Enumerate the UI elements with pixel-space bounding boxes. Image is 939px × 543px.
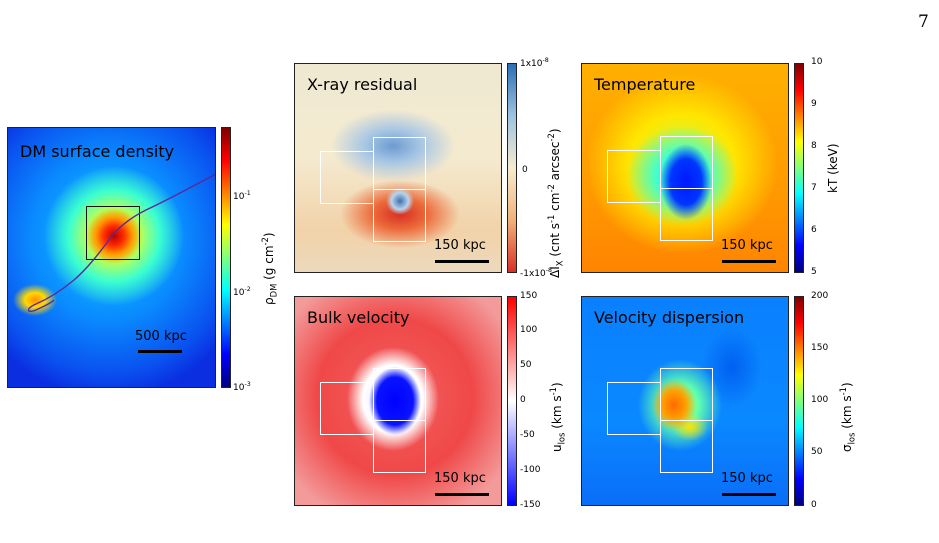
bulk-tick: -50 <box>520 430 535 440</box>
xray-tick: 1x10-8 <box>520 57 549 69</box>
temp-tick: 9 <box>811 99 817 109</box>
bulk-region-left <box>320 382 374 435</box>
temp-tick: 7 <box>811 183 817 193</box>
disp-scale-label: 150 kpc <box>721 471 773 486</box>
dm-tick: 10-3 <box>233 381 251 393</box>
xray-scale-bar <box>435 260 489 263</box>
bulk-tick: 150 <box>520 291 538 301</box>
bulk-tick: -100 <box>520 465 541 475</box>
temp-scale-bar <box>722 260 776 263</box>
dm-scale-label: 500 kpc <box>135 329 187 344</box>
dm-scale-bar <box>138 350 182 353</box>
temp-region-lower <box>660 188 713 241</box>
bulk-tick: 0 <box>520 395 526 405</box>
xray-residual-map: X-ray residual 150 kpc <box>294 63 502 273</box>
temp-region-left <box>607 150 661 203</box>
bulk-tick: 100 <box>520 325 538 335</box>
dm-tick: 10-2 <box>233 286 251 298</box>
disp-tick: 150 <box>811 343 829 353</box>
xray-colorbar <box>507 63 517 273</box>
bulk-tick: 50 <box>520 360 532 370</box>
bulk-scale-label: 150 kpc <box>434 471 486 486</box>
bulk-scale-bar <box>435 493 489 496</box>
xray-tick: -1x10-8 <box>520 267 553 279</box>
xray-tick: 0 <box>522 165 528 175</box>
bulk-panel-title: Bulk velocity <box>307 308 410 327</box>
xray-panel-title: X-ray residual <box>307 75 418 94</box>
xray-region-left <box>320 151 374 204</box>
disp-tick: 50 <box>811 447 823 457</box>
disp-tick: 0 <box>811 500 817 510</box>
temp-region-upper <box>660 136 713 189</box>
temp-tick: 10 <box>811 57 823 67</box>
bulk-region-upper <box>373 368 426 421</box>
dispersion-colorbar <box>794 296 804 506</box>
temp-scale-label: 150 kpc <box>721 238 773 253</box>
dm-zoom-region-box <box>86 206 140 260</box>
disp-region-upper <box>660 368 713 421</box>
bulk-region-lower <box>373 420 426 473</box>
temp-tick: 8 <box>811 141 817 151</box>
temperature-colorbar <box>794 63 804 273</box>
temperature-map: Temperature 150 kpc <box>581 63 789 273</box>
dm-colorbar <box>221 127 231 388</box>
dm-density-map: DM surface density 500 kpc <box>7 127 216 388</box>
dm-tick: 10-1 <box>233 190 251 202</box>
bulk-colorbar-label: ulos (km s-1) <box>548 382 567 452</box>
merger-trajectory <box>27 173 215 313</box>
temp-tick: 5 <box>811 267 817 277</box>
disp-region-left <box>607 382 661 435</box>
temp-colorbar-label: kT (keV) <box>826 143 840 193</box>
dm-colorbar-label: ρDM (g cm-2) <box>260 232 279 305</box>
disp-tick: 100 <box>811 395 829 405</box>
dispersion-colorbar-label: σlos (km s-1) <box>838 382 857 452</box>
bulk-velocity-map: Bulk velocity 150 kpc <box>294 296 502 506</box>
xray-colorbar-label: ΔIX (cnt s-1 cm-2 arcsec-2) <box>546 128 565 278</box>
dm-panel-title: DM surface density <box>20 142 175 161</box>
temp-tick: 6 <box>811 225 817 235</box>
velocity-dispersion-map: Velocity dispersion 150 kpc <box>581 296 789 506</box>
xray-region-upper <box>373 137 426 190</box>
dispersion-panel-title: Velocity dispersion <box>594 308 745 327</box>
bulk-tick: -150 <box>520 500 541 510</box>
bulk-colorbar <box>507 296 517 506</box>
disp-scale-bar <box>722 493 776 496</box>
page-number: 7 <box>918 12 929 32</box>
disp-region-lower <box>660 420 713 473</box>
temperature-panel-title: Temperature <box>594 75 696 94</box>
xray-scale-label: 150 kpc <box>434 238 486 253</box>
disp-tick: 200 <box>811 291 829 301</box>
xray-region-lower <box>373 189 426 242</box>
